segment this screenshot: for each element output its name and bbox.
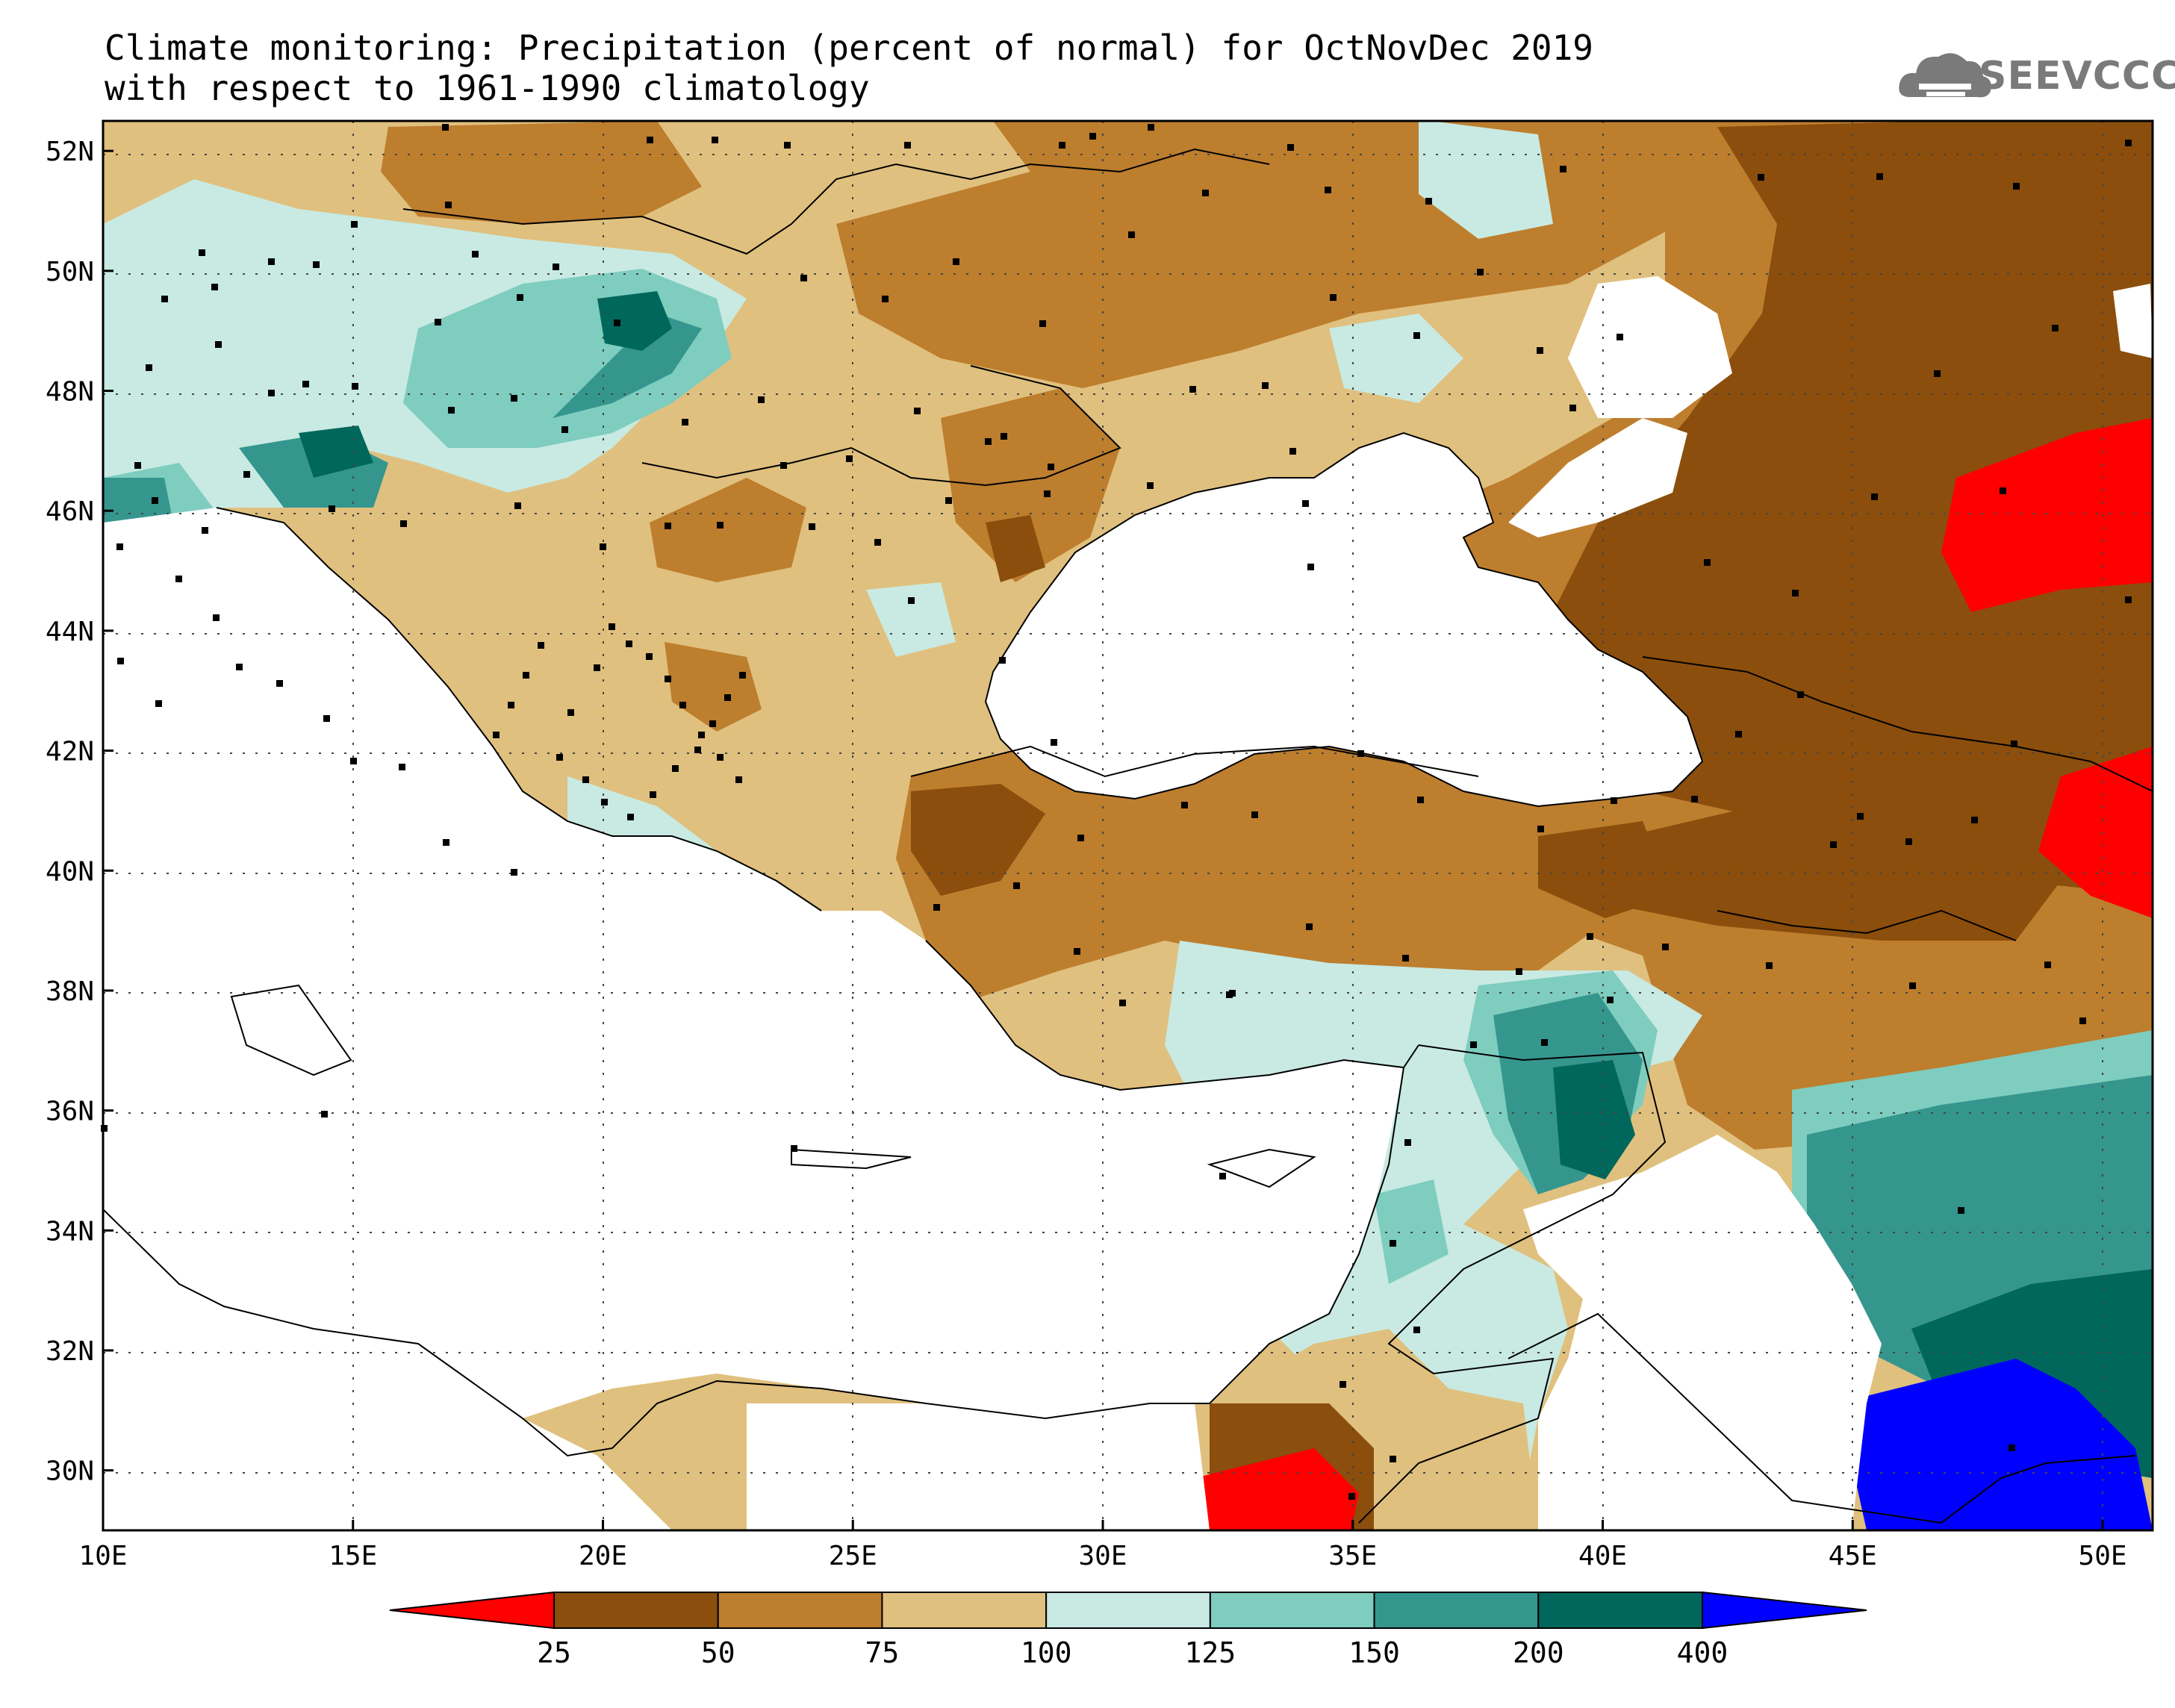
lat-tick-label: 52N xyxy=(46,137,94,167)
lat-tick-label: 38N xyxy=(46,976,94,1007)
lon-tick-label: 20E xyxy=(579,1541,627,1571)
map-title-line-2: with respect to 1961-1990 climatology xyxy=(105,68,870,108)
lat-tick-label: 50N xyxy=(46,257,94,287)
lon-tick-label: 30E xyxy=(1079,1541,1127,1571)
colorbar-swatch xyxy=(553,1592,719,1629)
station-markers xyxy=(101,124,2132,1500)
colorbar-label: 25 xyxy=(537,1636,571,1669)
lat-tick-label: 36N xyxy=(46,1097,94,1127)
lat-tick-label: 44N xyxy=(46,617,94,647)
lat-tick-label: 42N xyxy=(46,737,94,767)
lon-tick-label: 35E xyxy=(1328,1541,1377,1571)
lat-tick-label: 32N xyxy=(46,1336,94,1367)
lon-tick-label: 50E xyxy=(2079,1541,2127,1571)
latitude-labels: 52N 50N 48N 46N 44N 42N 40N 38N 36N 34N 32N 30N xyxy=(46,137,94,1486)
colorbar-label: 200 xyxy=(1513,1636,1564,1669)
colorbar-label: 50 xyxy=(701,1636,735,1669)
colorbar: 25 50 75 100 125 150 200 400 xyxy=(389,1591,1867,1669)
longitude-labels: 10E 15E 20E 25E 30E 35E 40E 45E 50E xyxy=(78,1541,2126,1571)
colorbar-swatch xyxy=(881,1592,1048,1629)
colorbar-swatch xyxy=(1537,1592,1703,1629)
colorbar-swatch xyxy=(717,1592,883,1629)
colorbar-swatch xyxy=(1373,1592,1540,1629)
cloud-icon xyxy=(1899,53,1991,98)
precipitation-field xyxy=(103,121,2153,1530)
lat-tick-label: 34N xyxy=(46,1216,94,1247)
colorbar-high-triangle xyxy=(1702,1591,1867,1630)
lon-tick-label: 45E xyxy=(1829,1541,1877,1571)
lon-tick-label: 25E xyxy=(829,1541,877,1571)
axis-ticks xyxy=(102,149,2104,1530)
lat-tick-label: 48N xyxy=(46,377,94,408)
coastlines-and-borders xyxy=(102,148,2153,1524)
lat-tick-label: 40N xyxy=(46,856,94,887)
map-frame xyxy=(102,119,2154,1532)
colorbar-label: 150 xyxy=(1348,1636,1400,1669)
colorbar-label: 75 xyxy=(865,1636,900,1669)
colorbar-label: 100 xyxy=(1021,1636,1072,1669)
colorbar-low-triangle xyxy=(389,1591,555,1630)
colorbar-label: 125 xyxy=(1185,1636,1236,1669)
lon-tick-label: 15E xyxy=(329,1541,377,1571)
map-title-line-1: Climate monitoring: Precipitation (perce… xyxy=(105,28,1593,68)
lat-tick-label: 30N xyxy=(46,1456,94,1487)
lat-tick-label: 46N xyxy=(46,496,94,527)
lon-tick-label: 40E xyxy=(1578,1541,1627,1571)
colorbar-label: 400 xyxy=(1677,1636,1729,1669)
colorbar-swatch xyxy=(1045,1592,1211,1629)
lon-tick-label: 10E xyxy=(78,1541,127,1571)
seevccc-logo: SEEVCCC xyxy=(1979,54,2175,99)
colorbar-swatch xyxy=(1209,1592,1375,1629)
